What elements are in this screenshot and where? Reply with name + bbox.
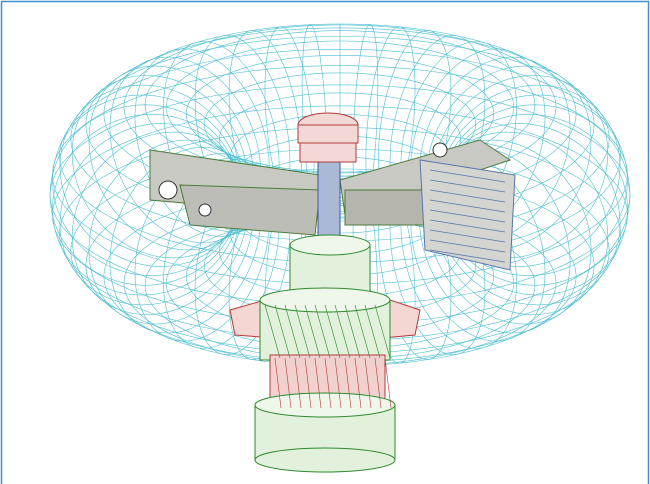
fin (429, 219, 506, 233)
hatch-line (274, 357, 282, 409)
hatching (264, 169, 506, 409)
hatch-line (304, 304, 321, 359)
hatch-line (334, 304, 351, 359)
fin (429, 249, 506, 263)
hatch-line (314, 304, 331, 359)
hatch-line (264, 304, 281, 359)
parallel (52, 105, 628, 325)
fin (429, 189, 506, 203)
hole (158, 180, 178, 200)
hatch-line (364, 304, 381, 359)
hatch-line (294, 304, 311, 359)
fin (429, 229, 506, 243)
hatch-line (374, 304, 391, 359)
hatch-line (294, 357, 302, 409)
hatch-line (364, 357, 372, 409)
hatch-line (354, 357, 362, 409)
fin (429, 169, 506, 183)
hatch-line (284, 304, 301, 359)
hatch-line (324, 357, 332, 409)
hatch-line (344, 357, 352, 409)
hatch-line (274, 304, 291, 359)
hatch-line (384, 357, 392, 409)
hatch-line (344, 304, 361, 359)
parallel (49, 84, 631, 306)
hatch-line (284, 357, 292, 409)
hole (198, 203, 212, 217)
fin (429, 239, 506, 253)
hatch-line (354, 304, 371, 359)
hole (432, 142, 448, 158)
hatch-line (304, 357, 312, 409)
hatch-line (314, 357, 322, 409)
green-base-bottom (254, 447, 396, 473)
hatch-line (374, 357, 382, 409)
fin (429, 209, 506, 223)
hatch-line (324, 304, 341, 359)
fin (429, 199, 506, 213)
arm (179, 184, 321, 236)
green-base-top (254, 392, 396, 418)
green-top (289, 234, 371, 256)
parallel (52, 65, 628, 285)
hatch-line (334, 357, 342, 409)
cap-body (297, 124, 359, 144)
shaft (297, 112, 359, 261)
green-ring-top (259, 287, 391, 313)
fin (429, 179, 506, 193)
